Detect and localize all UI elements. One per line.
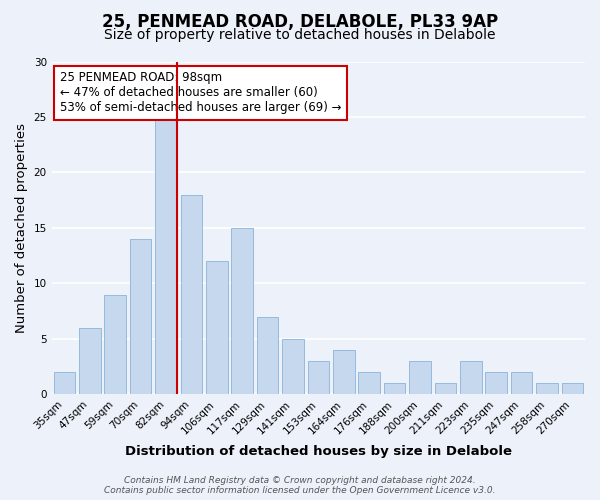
Bar bbox=[308, 361, 329, 394]
Text: 25 PENMEAD ROAD: 98sqm
← 47% of detached houses are smaller (60)
53% of semi-det: 25 PENMEAD ROAD: 98sqm ← 47% of detached… bbox=[59, 72, 341, 114]
Text: Contains HM Land Registry data © Crown copyright and database right 2024.
Contai: Contains HM Land Registry data © Crown c… bbox=[104, 476, 496, 495]
X-axis label: Distribution of detached houses by size in Delabole: Distribution of detached houses by size … bbox=[125, 444, 512, 458]
Bar bbox=[485, 372, 507, 394]
Bar bbox=[333, 350, 355, 395]
Text: 25, PENMEAD ROAD, DELABOLE, PL33 9AP: 25, PENMEAD ROAD, DELABOLE, PL33 9AP bbox=[102, 12, 498, 30]
Bar bbox=[536, 384, 557, 394]
Bar bbox=[53, 372, 75, 394]
Bar bbox=[130, 239, 151, 394]
Bar bbox=[434, 384, 456, 394]
Bar bbox=[232, 228, 253, 394]
Bar bbox=[181, 194, 202, 394]
Bar bbox=[384, 384, 406, 394]
Bar bbox=[511, 372, 532, 394]
Bar bbox=[155, 117, 177, 394]
Bar bbox=[79, 328, 101, 394]
Bar bbox=[206, 262, 227, 394]
Bar bbox=[562, 384, 583, 394]
Bar bbox=[282, 339, 304, 394]
Bar bbox=[104, 294, 126, 394]
Text: Size of property relative to detached houses in Delabole: Size of property relative to detached ho… bbox=[104, 28, 496, 42]
Y-axis label: Number of detached properties: Number of detached properties bbox=[15, 123, 28, 333]
Bar bbox=[409, 361, 431, 394]
Bar bbox=[358, 372, 380, 394]
Bar bbox=[460, 361, 482, 394]
Bar bbox=[257, 317, 278, 394]
